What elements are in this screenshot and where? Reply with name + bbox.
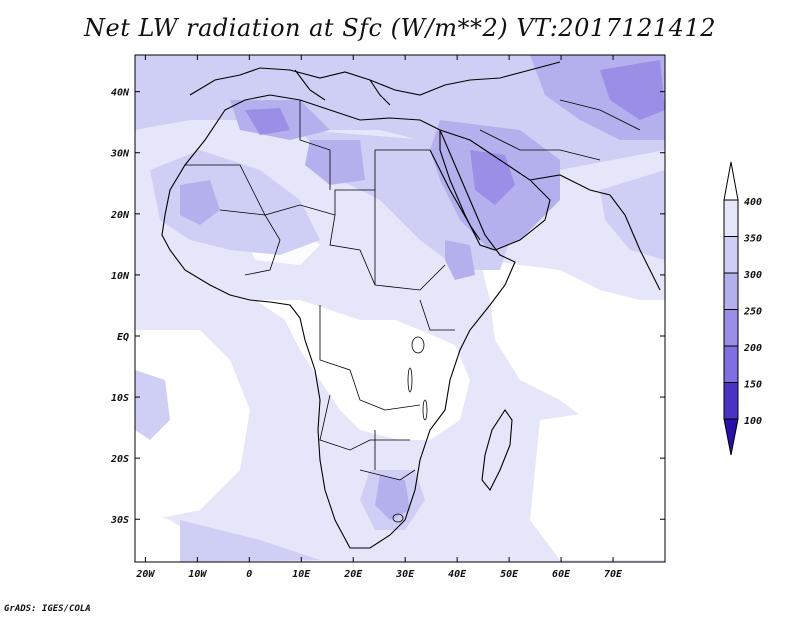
- colorbar-swatch: [723, 236, 739, 274]
- x-tick-label: 20W: [135, 569, 155, 580]
- colorbar-swatch: [723, 345, 739, 383]
- x-tick-label: 40E: [448, 569, 467, 580]
- y-tick-label: 30N: [110, 149, 130, 160]
- colorbar-swatch: [723, 272, 739, 310]
- colorbar-label: 250: [743, 307, 762, 318]
- colorbar-bottom-arrow: [723, 418, 739, 456]
- lakes: [392, 336, 428, 523]
- colorbar-label: 300: [743, 270, 762, 281]
- x-tick-label: 60E: [552, 569, 571, 580]
- x-tick-label: 20E: [343, 569, 363, 580]
- axis-ticks: 20W 10W 0 10E 20E 30E 40E 50E 60E 70E 40N 30N 20N 10N…: [110, 55, 665, 580]
- x-tick-label: 10W: [188, 569, 207, 580]
- credit-label: GrADS: IGES/COLA: [4, 604, 91, 614]
- x-tick-label: 10E: [292, 569, 311, 580]
- y-tick-label: 20S: [110, 454, 129, 465]
- y-tick-label: EQ: [117, 332, 129, 343]
- y-tick-label: 10N: [111, 271, 130, 282]
- x-tick-label: 70E: [604, 569, 623, 580]
- colorbar-label: 200: [743, 343, 762, 354]
- x-tick-label: 50E: [500, 569, 519, 580]
- country-borders: [185, 99, 641, 481]
- map-plot-area: [135, 55, 665, 562]
- colorbar-swatch: [723, 309, 739, 347]
- plot-frame: [134, 54, 666, 563]
- coastlines: [161, 61, 661, 549]
- y-tick-label: 30S: [110, 515, 129, 526]
- field-band-200: [245, 60, 665, 205]
- colorbar-label: 150: [744, 380, 762, 391]
- y-tick-label: 40N: [111, 88, 130, 99]
- y-tick-label: 20N: [110, 210, 130, 221]
- colorbar-swatch: [723, 199, 739, 237]
- colorbar-label: 350: [743, 234, 762, 245]
- colorbar: 400 350 300 250 200 150 100: [723, 161, 762, 456]
- y-tick-label: 10S: [111, 393, 129, 404]
- chart-title: Net LW radiation at Sfc (W/m**2) VT:2017…: [84, 14, 716, 42]
- colorbar-top-arrow: [723, 161, 739, 201]
- colorbar-label: 100: [744, 416, 762, 427]
- colorbar-label: 400: [744, 197, 762, 208]
- colorbar-swatch: [723, 382, 739, 420]
- x-tick-label: 0: [246, 569, 252, 580]
- x-tick-label: 30E: [395, 569, 415, 580]
